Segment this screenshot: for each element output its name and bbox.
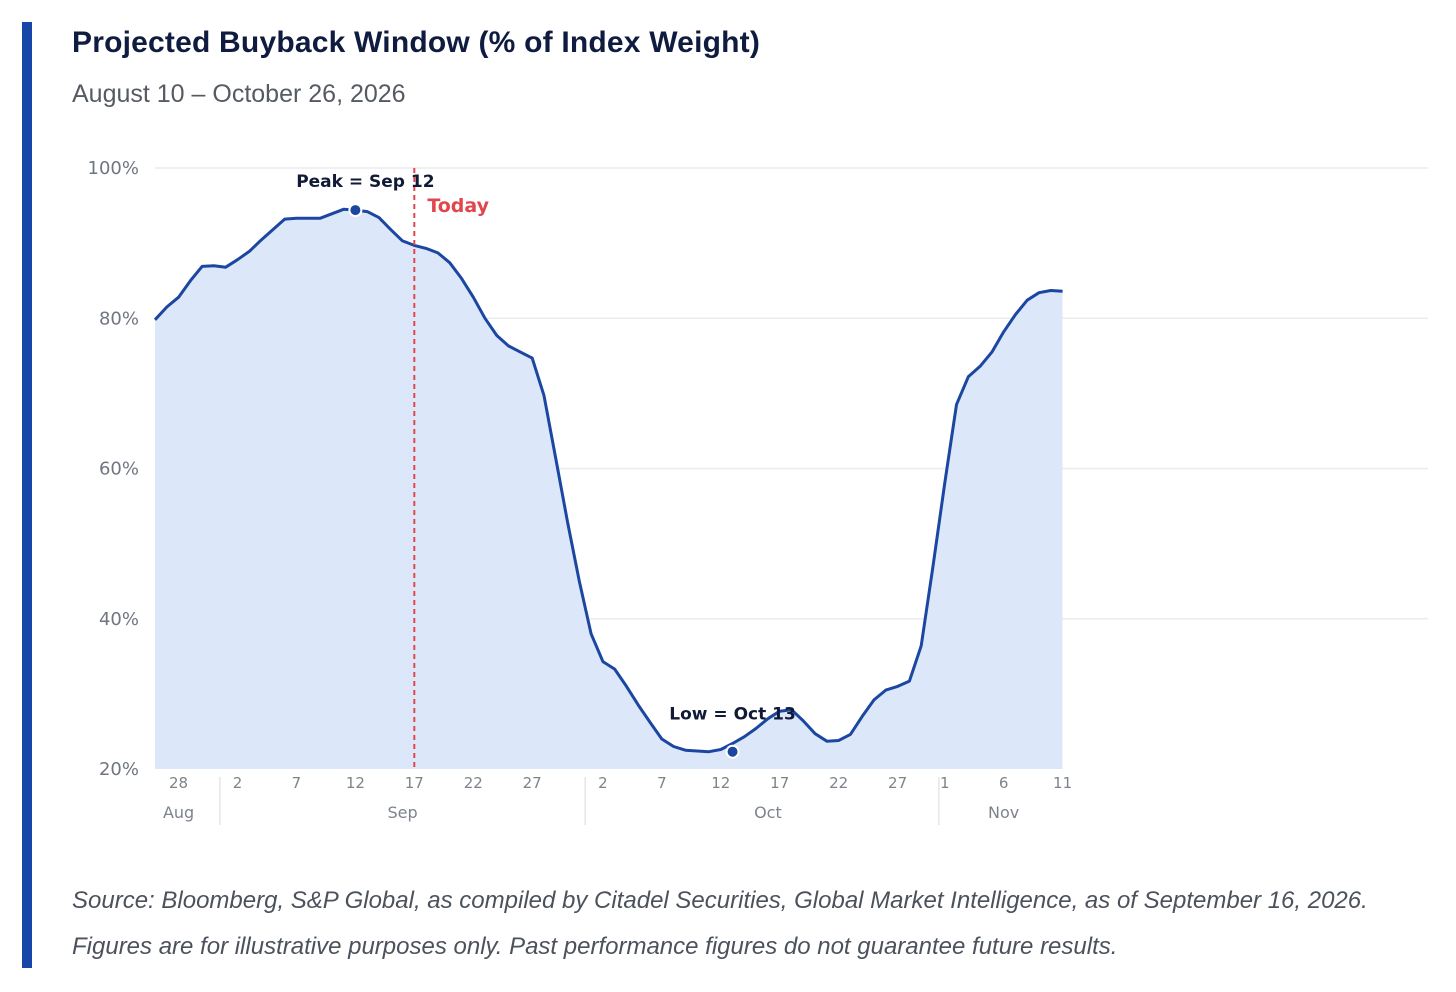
x-tick-label: 28 (169, 774, 188, 792)
x-tick-label: 27 (888, 774, 907, 792)
month-label: Nov (988, 803, 1019, 822)
y-tick-label: 40% (99, 609, 139, 630)
x-tick-label: 6 (999, 774, 1009, 792)
month-label: Oct (754, 803, 782, 822)
chart-title: Projected Buyback Window (% of Index Wei… (72, 26, 761, 59)
y-tick-label: 80% (99, 308, 139, 329)
y-tick-label: 60% (99, 459, 139, 480)
area-fill (155, 209, 1063, 770)
chart-subtitle: August 10 – October 26, 2026 (72, 80, 406, 108)
accent-bar (22, 22, 32, 968)
month-label: Sep (387, 803, 417, 822)
peak-label: Peak = Sep 12 (296, 172, 434, 192)
x-tick-label: 2 (598, 774, 608, 792)
x-tick-label: 7 (292, 774, 302, 792)
x-tick-label: 12 (346, 774, 365, 792)
y-tick-label: 20% (99, 759, 139, 780)
x-tick-label: 1 (940, 774, 950, 792)
series-line (153, 207, 1063, 754)
x-tick-label: 22 (464, 774, 483, 792)
y-tick-label: 100% (88, 158, 139, 179)
x-tick-label: 7 (657, 774, 667, 792)
x-tick-label: 2 (233, 774, 243, 792)
x-tick-label: 17 (770, 774, 789, 792)
x-tick-label: 17 (405, 774, 424, 792)
x-tick-label: 12 (711, 774, 730, 792)
x-tick-label: 11 (1053, 774, 1072, 792)
buyback-window-chart: 20%40%60%80%100%28 2 7 12 17 22 27 2 7 12 17 22 27 1 6… (88, 158, 1428, 825)
x-tick-label: 27 (523, 774, 542, 792)
source-note: Source: Bloomberg, S&P Global, as compil… (72, 887, 1368, 960)
low-label: Low = Oct 13 (669, 705, 796, 725)
x-tick-label: 22 (829, 774, 848, 792)
low-marker (725, 744, 740, 759)
month-label: Aug (163, 803, 194, 822)
today-label: Today (427, 195, 489, 217)
peak-marker (348, 203, 363, 218)
